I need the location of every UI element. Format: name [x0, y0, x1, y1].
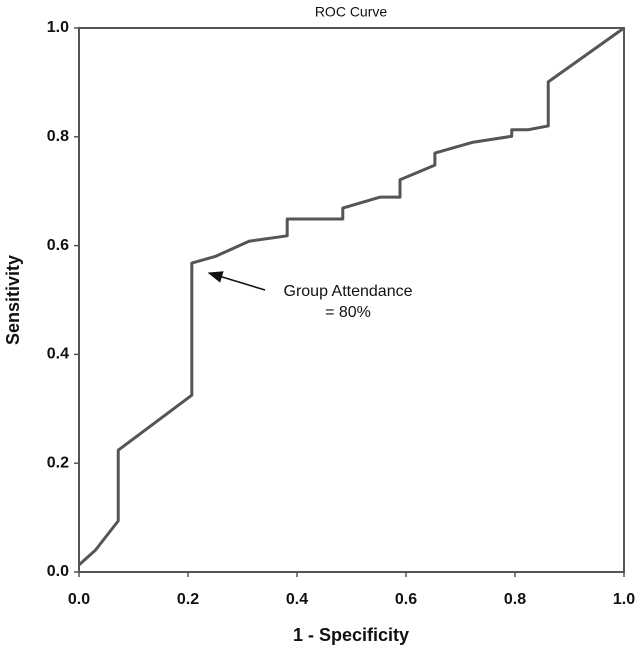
annotation: Group Attendance — [284, 283, 413, 300]
annotation: = 80% — [325, 304, 371, 321]
y-tick-label: 0.2 — [47, 454, 69, 471]
y-tick-label: 0.0 — [47, 563, 69, 580]
roc-line — [77, 26, 625, 567]
y-tick-label: 0.4 — [47, 346, 69, 363]
y-axis-label: Sensitivity — [3, 255, 23, 345]
chart-title: ROC Curve — [315, 4, 388, 20]
x-tick-label: 0.4 — [286, 591, 308, 608]
y-tick-label: 0.6 — [47, 237, 69, 254]
y-tick-label: 1.0 — [47, 19, 69, 36]
x-axis-label: 1 - Specificity — [293, 625, 409, 645]
y-tick-label: 0.8 — [47, 128, 69, 145]
x-tick-label: 0.8 — [504, 591, 526, 608]
x-tick-label: 0.0 — [68, 591, 90, 608]
x-tick-label: 0.6 — [395, 591, 417, 608]
annotation-arrow — [207, 271, 266, 291]
x-tick-label: 0.2 — [177, 591, 199, 608]
plot-frame — [78, 27, 625, 573]
x-tick-label: 1.0 — [613, 591, 635, 608]
